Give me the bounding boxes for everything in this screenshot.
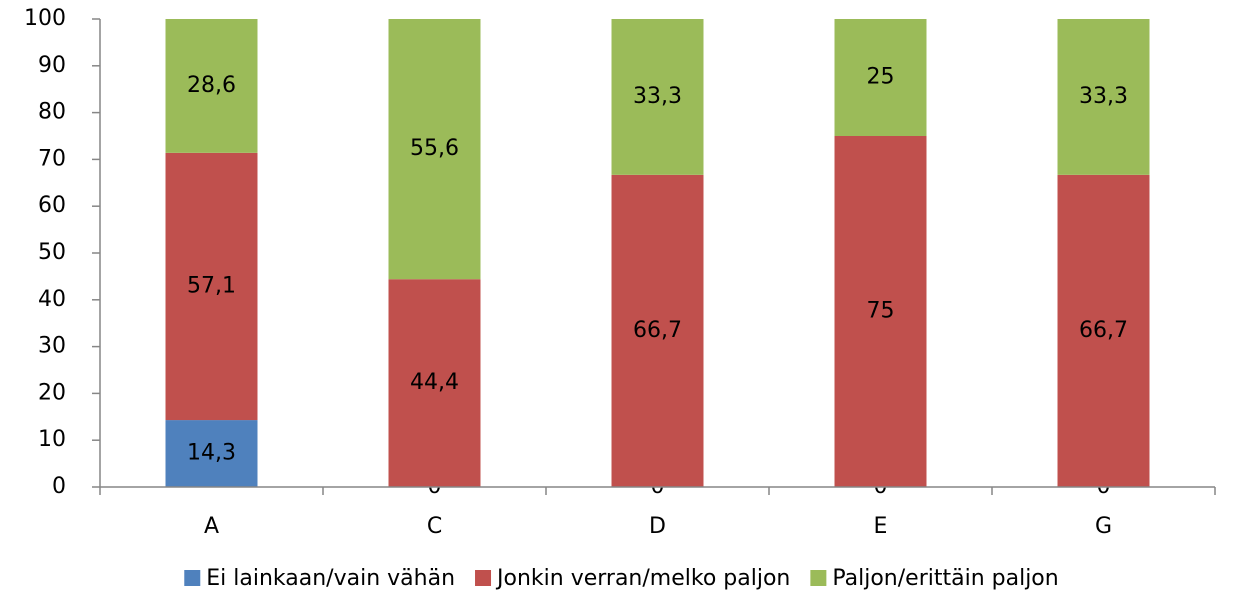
data-label: 66,7 xyxy=(1079,318,1128,343)
x-tick-label: C xyxy=(427,514,442,539)
bar-segment xyxy=(165,152,258,421)
y-tick-label: 30 xyxy=(38,334,66,359)
bar-segment xyxy=(388,19,481,280)
y-tick-label: 80 xyxy=(38,100,66,125)
legend-swatch xyxy=(810,570,827,586)
y-tick-label: 20 xyxy=(38,380,66,405)
legend-label: Ei lainkaan/vain vähän xyxy=(206,566,455,591)
legend-swatch xyxy=(475,570,492,586)
y-tick-label: 50 xyxy=(38,240,66,265)
bar-segment xyxy=(611,174,704,487)
data-label: 28,6 xyxy=(187,73,236,98)
data-label: 33,3 xyxy=(1079,84,1128,109)
y-tick-label: 100 xyxy=(24,6,66,31)
y-tick-label: 60 xyxy=(38,193,66,218)
legend-label: Paljon/erittäin paljon xyxy=(832,566,1058,591)
data-label: 75 xyxy=(867,299,895,324)
bar-segment xyxy=(1057,174,1150,487)
x-tick-label: D xyxy=(649,514,666,539)
y-tick-label: 90 xyxy=(38,53,66,78)
bar-segment xyxy=(165,19,258,153)
bar-segment xyxy=(611,19,704,175)
x-tick-label: E xyxy=(874,514,888,539)
data-label: 57,1 xyxy=(187,273,236,298)
y-tick-label: 40 xyxy=(38,287,66,312)
data-label: 55,6 xyxy=(410,136,459,161)
bar-segment xyxy=(1057,19,1150,175)
bar-segment xyxy=(165,420,258,487)
data-label: 66,7 xyxy=(633,318,682,343)
y-tick-label: 70 xyxy=(38,146,66,171)
bar-segment xyxy=(834,19,927,136)
data-label: 33,3 xyxy=(633,84,682,109)
y-tick-label: 0 xyxy=(52,474,66,499)
x-tick-label: A xyxy=(204,514,219,539)
bar-segment xyxy=(834,136,927,487)
legend-swatch xyxy=(184,570,201,586)
data-label: 25 xyxy=(867,65,895,90)
data-label: 44,4 xyxy=(410,370,459,395)
x-tick-label: G xyxy=(1095,514,1112,539)
data-label: 14,3 xyxy=(187,441,236,466)
bar-segment xyxy=(388,279,481,487)
y-tick-label: 10 xyxy=(38,427,66,452)
legend-label: Jonkin verran/melko paljon xyxy=(495,566,790,591)
